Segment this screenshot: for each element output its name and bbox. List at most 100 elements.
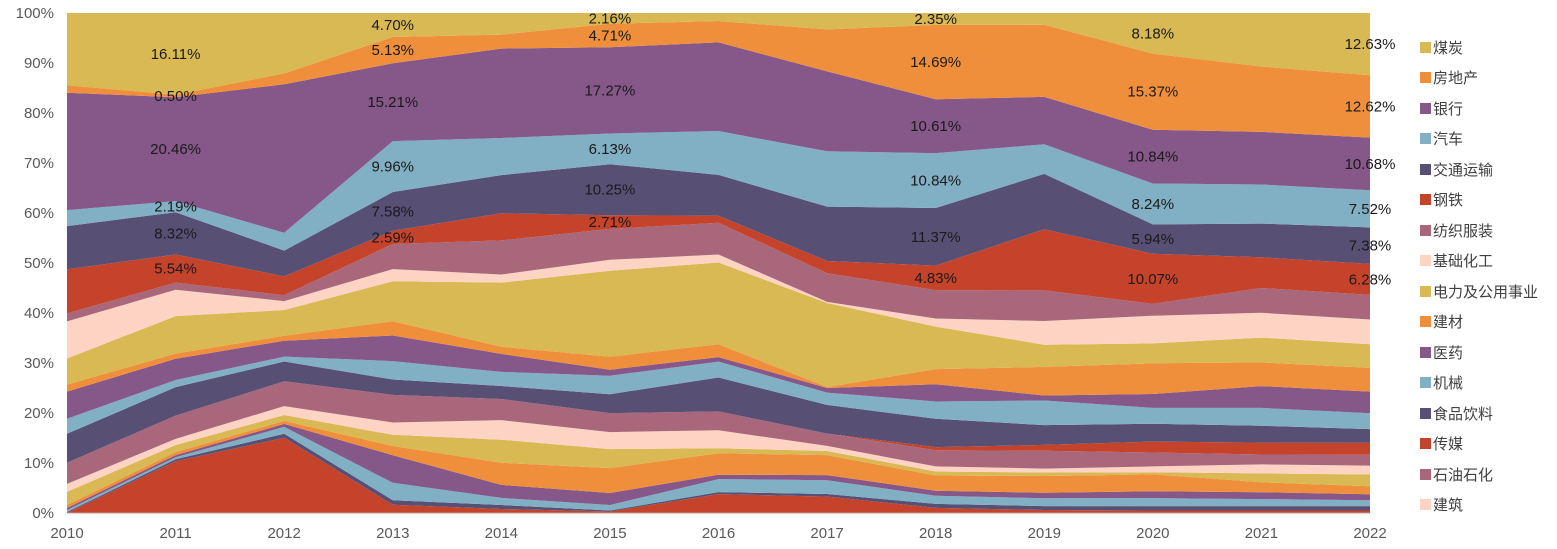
legend-swatch [1420, 163, 1431, 175]
data-label: 10.61% [910, 118, 961, 135]
legend-label: 纺织服装 [1433, 221, 1494, 240]
data-label: 7.52% [1349, 201, 1392, 218]
area-(unlabeled-5) [67, 420, 1370, 508]
legend-item: 汽车 [1420, 124, 1538, 155]
data-label: 10.84% [1127, 149, 1178, 166]
x-axis-ticks: 2010 2011 2012 2013 2014 2015 2016 2017 2018 2019… [50, 525, 1386, 542]
legend-item: 煤炭 [1420, 32, 1538, 63]
legend-item: 纺织服装 [1420, 215, 1538, 246]
data-label: 17.27% [584, 82, 635, 99]
data-label: 4.71% [589, 28, 632, 45]
area-石油石化 [67, 381, 1370, 484]
data-label: 10.25% [584, 182, 635, 199]
data-label: 8.24% [1132, 196, 1175, 213]
legend-item: 交通运输 [1420, 154, 1538, 185]
x-tick-label: 2014 [485, 525, 518, 542]
legend-label: 基础化工 [1433, 252, 1494, 271]
data-label: 14.69% [910, 54, 961, 71]
y-tick-label: 90% [24, 55, 54, 72]
data-labels: 16.11% 0.50% 20.46% 2.19% 8.32% 5.54% 4.70% 5.1… [150, 10, 1395, 288]
legend-label: 机械 [1433, 374, 1464, 393]
area-基础化工 [67, 254, 1370, 359]
data-label: 12.62% [1345, 98, 1396, 115]
data-label: 6.28% [1349, 271, 1392, 288]
area-建筑 [67, 406, 1370, 492]
area-房地产 [67, 21, 1370, 138]
area-(unlabeled-6) [67, 415, 1370, 505]
y-axis-ticks: 0% 10% 20% 30% 40% 50% 60% 70% 80% 90% 100% [16, 5, 54, 522]
legend-label: 汽车 [1433, 130, 1464, 149]
x-tick-label: 2019 [1028, 525, 1061, 542]
x-tick-label: 2016 [702, 525, 735, 542]
area-(unlabeled-3) [67, 426, 1370, 512]
y-tick-label: 60% [24, 205, 54, 222]
legend-swatch [1420, 72, 1431, 84]
legend-swatch [1420, 133, 1431, 145]
legend-label: 房地产 [1433, 69, 1479, 88]
area-纺织服装 [67, 222, 1370, 322]
x-tick-label: 2012 [267, 525, 300, 542]
legend-label: 钢铁 [1433, 191, 1464, 210]
data-label: 8.18% [1132, 25, 1175, 42]
data-label: 2.19% [154, 199, 197, 216]
x-tick-label: 2015 [593, 525, 626, 542]
legend-swatch [1420, 224, 1431, 236]
legend-label: 银行 [1433, 99, 1464, 118]
legend-swatch [1420, 438, 1431, 450]
area-医药 [67, 335, 1370, 419]
data-label: 2.71% [589, 214, 632, 231]
area-(unlabeled-1) [67, 437, 1370, 513]
area-银行 [67, 42, 1370, 233]
area-机械 [67, 356, 1370, 434]
legend-item: 医药 [1420, 337, 1538, 368]
legend-item: 石油石化 [1420, 459, 1538, 490]
data-label: 7.38% [1349, 238, 1392, 255]
legend-label: 电力及公用事业 [1433, 282, 1539, 301]
x-tick-label: 2010 [50, 525, 83, 542]
legend-label: 石油石化 [1433, 465, 1494, 484]
legend-swatch [1420, 499, 1431, 511]
data-label: 4.70% [371, 17, 414, 34]
data-label: 16.11% [151, 46, 201, 63]
x-tick-label: 2013 [376, 525, 409, 542]
area-汽车 [67, 131, 1370, 251]
legend-swatch [1420, 285, 1431, 297]
legend-swatch [1420, 468, 1431, 480]
data-label: 8.32% [154, 225, 197, 242]
data-label: 12.63% [1345, 36, 1396, 53]
y-tick-label: 100% [16, 5, 54, 22]
legend-swatch [1420, 41, 1431, 53]
x-tick-label: 2021 [1245, 525, 1278, 542]
x-tick-label: 2022 [1353, 525, 1386, 542]
legend-item: 钢铁 [1420, 185, 1538, 216]
legend-label: 煤炭 [1433, 38, 1464, 57]
legend-item: 食品饮料 [1420, 398, 1538, 429]
data-label: 2.35% [914, 11, 957, 28]
data-label: 6.13% [589, 141, 632, 158]
y-tick-label: 80% [24, 105, 54, 122]
legend-item: 基础化工 [1420, 246, 1538, 277]
legend-label: 交通运输 [1433, 160, 1494, 179]
legend-label: 传媒 [1433, 435, 1464, 454]
data-label: 15.21% [367, 94, 418, 111]
data-label: 4.83% [914, 270, 957, 287]
data-label: 5.13% [371, 42, 414, 59]
area-钢铁 [67, 213, 1370, 314]
data-label: 15.37% [1127, 84, 1178, 101]
y-tick-label: 0% [32, 505, 54, 522]
area-交通运输 [67, 164, 1370, 277]
y-tick-label: 50% [24, 255, 54, 272]
y-tick-label: 70% [24, 155, 54, 172]
legend-label: 医药 [1433, 343, 1464, 362]
y-tick-label: 30% [24, 355, 54, 372]
legend-item: 房地产 [1420, 63, 1538, 94]
data-label: 7.58% [371, 203, 414, 220]
area-layer [67, 13, 1370, 513]
data-label: 2.16% [589, 10, 632, 27]
legend-label: 食品饮料 [1433, 404, 1494, 423]
data-label: 10.84% [910, 173, 961, 190]
data-label: 10.68% [1345, 156, 1396, 173]
y-tick-label: 40% [24, 305, 54, 322]
area-食品饮料 [67, 361, 1370, 463]
